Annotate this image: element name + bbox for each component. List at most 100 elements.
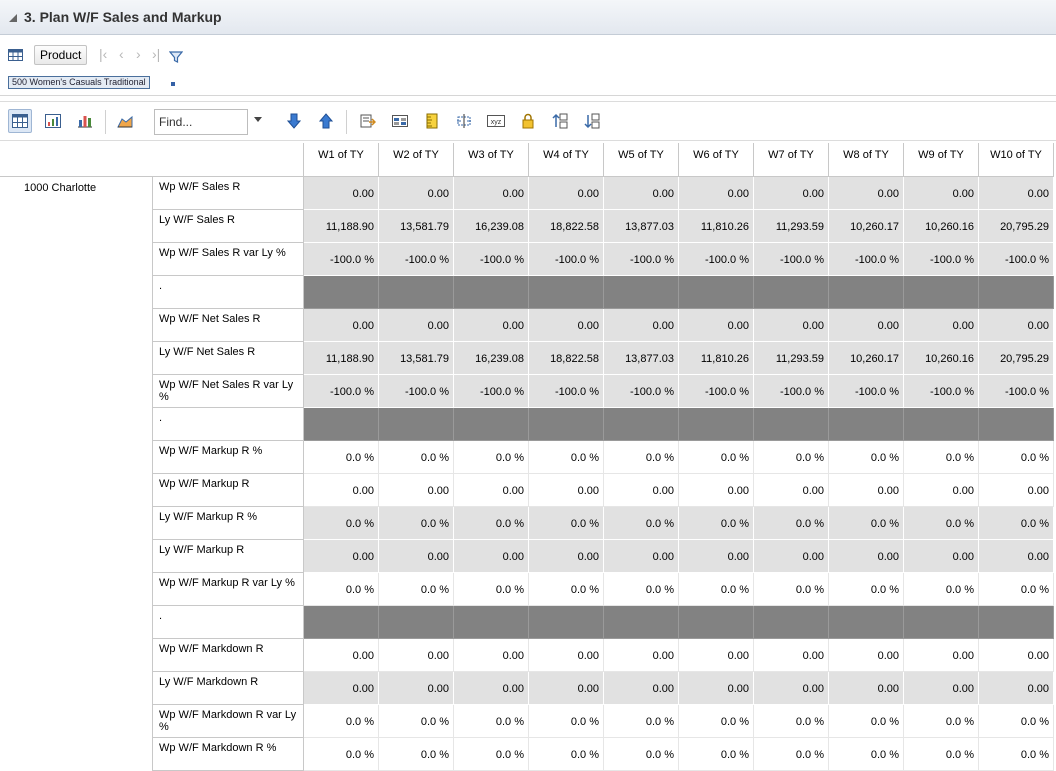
data-cell[interactable]: 0.00 (454, 540, 529, 573)
data-cell[interactable]: 0.0 % (379, 507, 454, 540)
data-cell[interactable]: -100.0 % (304, 375, 379, 408)
data-cell[interactable] (529, 276, 604, 309)
data-cell[interactable] (979, 606, 1054, 639)
data-cell[interactable]: 18,822.58 (529, 210, 604, 243)
data-cell[interactable]: 0.00 (379, 540, 454, 573)
data-cell[interactable] (529, 606, 604, 639)
data-cell[interactable]: 0.0 % (829, 441, 904, 474)
data-cell[interactable]: 0.0 % (379, 705, 454, 738)
data-cell[interactable]: -100.0 % (454, 243, 529, 276)
column-header[interactable]: W2 of TY (379, 143, 454, 177)
data-cell[interactable]: 11,188.90 (304, 342, 379, 375)
measure-label[interactable]: Wp W/F Net Sales R var Ly % (153, 375, 304, 408)
data-cell[interactable]: 0.0 % (979, 441, 1054, 474)
data-cell[interactable]: -100.0 % (679, 375, 754, 408)
data-cell[interactable]: 20,795.29 (979, 342, 1054, 375)
data-cell[interactable]: 11,188.90 (304, 210, 379, 243)
data-cell[interactable]: 0.0 % (454, 738, 529, 771)
sort-ascending-button[interactable] (548, 109, 572, 133)
data-cell[interactable]: -100.0 % (679, 243, 754, 276)
collapse-triangle-icon[interactable] (9, 14, 17, 22)
data-cell[interactable]: 0.00 (829, 540, 904, 573)
data-cell[interactable]: 0.0 % (904, 573, 979, 606)
data-cell[interactable]: -100.0 % (454, 375, 529, 408)
table-grid-icon[interactable] (8, 49, 23, 61)
data-cell[interactable]: 0.00 (454, 639, 529, 672)
data-cell[interactable]: 0.00 (979, 672, 1054, 705)
data-cell[interactable]: 0.0 % (454, 705, 529, 738)
data-cell[interactable]: 0.0 % (379, 738, 454, 771)
data-cell[interactable] (454, 276, 529, 309)
data-cell[interactable]: 0.00 (754, 309, 829, 342)
filter-icon[interactable] (169, 50, 183, 64)
data-cell[interactable]: 0.0 % (604, 573, 679, 606)
data-cell[interactable]: 0.00 (979, 639, 1054, 672)
column-header[interactable]: W7 of TY (754, 143, 829, 177)
measure-label[interactable]: Wp W/F Markdown R (153, 639, 304, 672)
data-cell[interactable]: 0.00 (454, 474, 529, 507)
data-cell[interactable]: 0.0 % (754, 705, 829, 738)
data-cell[interactable]: 11,810.26 (679, 210, 754, 243)
data-cell[interactable] (304, 276, 379, 309)
data-cell[interactable]: 0.0 % (679, 507, 754, 540)
measure-label[interactable]: Ly W/F Markup R (153, 540, 304, 573)
data-cell[interactable]: -100.0 % (379, 243, 454, 276)
measure-label[interactable]: Ly W/F Net Sales R (153, 342, 304, 375)
data-cell[interactable] (379, 408, 454, 441)
data-cell[interactable]: 0.00 (679, 639, 754, 672)
measure-label[interactable]: Wp W/F Markup R (153, 474, 304, 507)
data-cell[interactable] (829, 606, 904, 639)
data-cell[interactable] (754, 276, 829, 309)
data-cell[interactable]: 0.0 % (529, 705, 604, 738)
data-cell[interactable] (979, 408, 1054, 441)
sort-descending-button[interactable] (580, 109, 604, 133)
data-cell[interactable] (679, 408, 754, 441)
find-next-button[interactable] (282, 109, 306, 133)
find-previous-button[interactable] (314, 109, 338, 133)
data-cell[interactable]: 0.00 (379, 672, 454, 705)
data-cell[interactable]: 0.0 % (304, 738, 379, 771)
data-cell[interactable]: 0.00 (454, 177, 529, 210)
product-selection-pill[interactable]: 500 Women's Casuals Traditional (8, 76, 150, 89)
data-cell[interactable]: 0.00 (904, 177, 979, 210)
product-dimension-button[interactable]: Product (34, 45, 88, 65)
data-cell[interactable]: 0.00 (829, 474, 904, 507)
data-cell[interactable]: 0.00 (604, 177, 679, 210)
tabular-view-button[interactable] (8, 109, 32, 133)
data-cell[interactable]: -100.0 % (754, 375, 829, 408)
data-cell[interactable]: -100.0 % (904, 375, 979, 408)
data-cell[interactable]: -100.0 % (829, 375, 904, 408)
measure-label[interactable]: Wp W/F Sales R var Ly % (153, 243, 304, 276)
data-cell[interactable]: 0.0 % (454, 441, 529, 474)
data-cell[interactable]: 0.00 (979, 474, 1054, 507)
data-cell[interactable] (604, 408, 679, 441)
data-cell[interactable]: -100.0 % (829, 243, 904, 276)
data-cell[interactable]: 0.0 % (754, 738, 829, 771)
column-header[interactable]: W4 of TY (529, 143, 604, 177)
data-cell[interactable]: 0.0 % (304, 507, 379, 540)
data-cell[interactable] (679, 276, 754, 309)
measure-label[interactable]: . (153, 606, 304, 639)
previous-page-icon[interactable]: ‹ (119, 46, 124, 62)
column-header[interactable]: W3 of TY (454, 143, 529, 177)
data-cell[interactable]: 0.00 (829, 672, 904, 705)
data-cell[interactable]: 0.0 % (829, 507, 904, 540)
data-cell[interactable] (829, 276, 904, 309)
data-cell[interactable]: 0.0 % (304, 573, 379, 606)
data-cell[interactable] (754, 408, 829, 441)
data-cell[interactable]: 0.0 % (754, 507, 829, 540)
data-cell[interactable]: 0.00 (904, 672, 979, 705)
column-header[interactable]: W5 of TY (604, 143, 679, 177)
show-data-button[interactable] (388, 109, 412, 133)
data-cell[interactable]: 0.00 (979, 177, 1054, 210)
data-cell[interactable]: 0.00 (679, 540, 754, 573)
data-cell[interactable]: 0.00 (304, 540, 379, 573)
data-cell[interactable]: 0.0 % (379, 573, 454, 606)
data-cell[interactable]: 0.00 (904, 639, 979, 672)
chart-table-view-button[interactable] (41, 109, 65, 133)
data-cell[interactable]: 0.00 (304, 177, 379, 210)
data-cell[interactable]: 0.0 % (529, 507, 604, 540)
data-cell[interactable]: 0.00 (679, 672, 754, 705)
split-view-button[interactable] (452, 109, 476, 133)
data-cell[interactable]: 0.00 (379, 177, 454, 210)
